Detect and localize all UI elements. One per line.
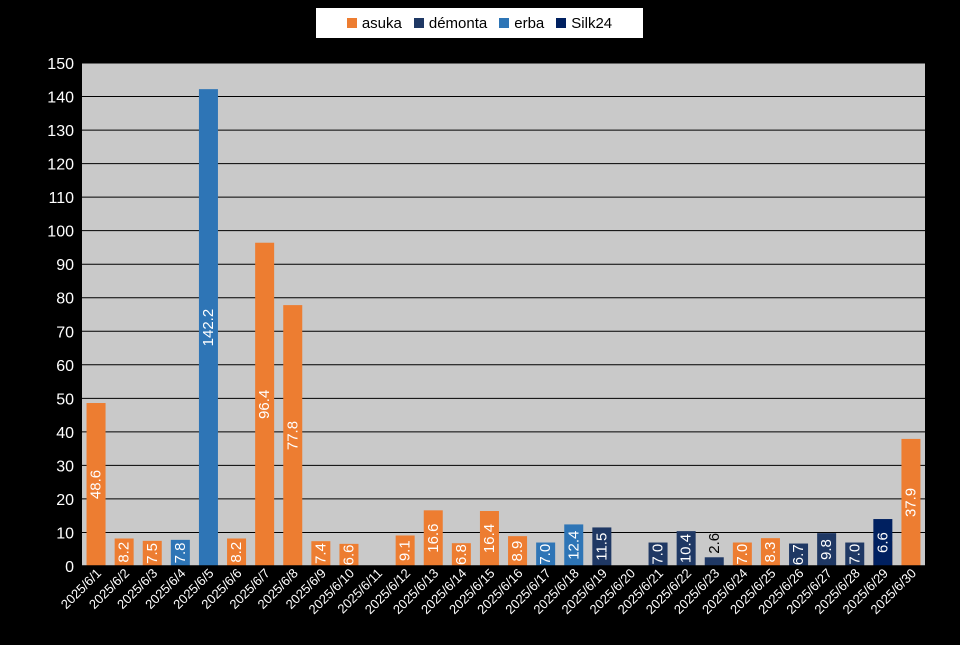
data-label: 96.4 [256,390,273,419]
legend-swatch-demonta [413,18,424,28]
data-label: 6.6 [340,545,357,566]
legend-item-asuka: asuka [346,14,402,32]
bar [704,557,724,566]
data-label: 2.6 [706,533,723,554]
y-tick-label: 140 [47,90,74,107]
bar [395,535,415,566]
y-tick-label: 20 [56,492,74,509]
data-label: 16.6 [425,524,442,553]
bar [170,539,190,566]
data-label: 11.5 [593,533,610,561]
bar [339,543,359,566]
bar [536,542,556,566]
data-label: 7.0 [650,544,667,565]
legend-label-silk24: Silk24 [571,14,613,32]
bar [508,536,528,566]
y-tick-label: 40 [56,425,74,442]
data-label: 8.2 [116,542,133,563]
y-tick-label: 60 [56,358,74,375]
data-label: 142.2 [200,309,217,347]
bar [817,533,837,566]
data-label: 16.4 [481,524,498,553]
legend-item-silk24: Silk24 [556,15,612,32]
data-label: 48.6 [88,470,105,499]
data-label: 7.0 [734,544,751,565]
bar [479,511,499,566]
bar [423,510,443,566]
data-label: 7.8 [172,542,189,563]
data-label: 37.9 [902,488,919,517]
data-label: 8.3 [762,542,779,563]
legend-item-erba: erba [499,15,544,32]
bar [760,538,780,566]
y-tick-label: 50 [56,391,74,408]
bar [255,242,275,567]
data-label: 12.4 [565,531,582,560]
y-tick-label: 130 [47,123,74,140]
y-tick-label: 30 [56,458,74,475]
y-tick-label: 100 [47,224,74,241]
data-label: 10.4 [678,534,695,563]
y-tick-label: 110 [48,190,74,207]
data-label: 6.7 [790,544,807,565]
bar [227,538,247,566]
data-label: 6.8 [453,544,470,565]
data-label: 8.2 [228,542,245,563]
legend-swatch-asuka [346,18,357,28]
bar [901,438,921,566]
plot-area [82,63,925,566]
y-tick-label: 150 [47,56,74,73]
y-tick-label: 120 [47,157,74,174]
bar [648,542,668,566]
data-label: 77.8 [284,421,301,450]
data-label: 9.8 [818,539,835,560]
data-label: 7.4 [312,543,329,564]
legend-label-demonta: démonta [428,14,488,32]
data-label: 7.5 [144,543,161,564]
legend-label-erba: erba [514,14,545,32]
y-tick-label: 90 [56,257,74,274]
legend-label-asuka: asuka [361,14,402,32]
y-tick-label: 80 [56,291,74,308]
y-tick-label: 0 [65,559,74,576]
bar [564,524,584,566]
bar [845,542,865,566]
bar [592,527,612,566]
data-label: 7.0 [537,544,554,565]
bar [311,541,331,566]
data-label: 7.0 [846,544,863,565]
bar [142,540,162,566]
data-label: 9.1 [397,540,414,561]
y-tick-label: 10 [56,525,74,542]
bar [114,538,134,566]
data-label: 8.9 [509,541,526,562]
bar [451,543,471,566]
y-tick-label: 70 [56,324,74,341]
legend-swatch-silk24 [556,18,567,28]
chart-legend: asuka démonta erba Silk24 [316,8,643,38]
bar [86,403,106,566]
data-label: 6.6 [874,532,891,553]
bar [789,543,809,566]
legend-swatch-erba [499,18,510,28]
bar [676,531,696,566]
bar [873,519,893,566]
bar [198,89,218,566]
bar [732,542,752,566]
legend-item-demonta: démonta [413,14,488,32]
bar [283,305,303,566]
